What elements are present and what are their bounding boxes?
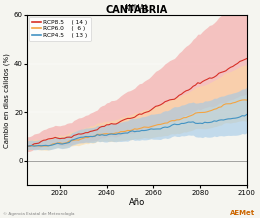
- X-axis label: Año: Año: [129, 198, 145, 207]
- Legend: RCP8.5    ( 14 ), RCP6.0    (  6 ), RCP4.5    ( 13 ): RCP8.5 ( 14 ), RCP6.0 ( 6 ), RCP4.5 ( 13…: [29, 17, 91, 41]
- Y-axis label: Cambio en dias cálidos (%): Cambio en dias cálidos (%): [4, 53, 11, 148]
- Title: CANTABRIA: CANTABRIA: [106, 5, 168, 15]
- Text: ANUAL: ANUAL: [124, 4, 150, 13]
- Text: AEMet: AEMet: [230, 210, 255, 216]
- Text: © Agencia Estatal de Meteorología: © Agencia Estatal de Meteorología: [3, 212, 74, 216]
